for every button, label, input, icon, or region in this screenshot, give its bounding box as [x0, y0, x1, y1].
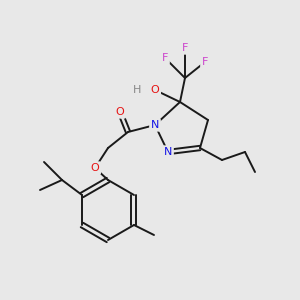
Text: F: F	[162, 53, 168, 63]
Text: F: F	[182, 43, 188, 53]
Text: O: O	[91, 163, 99, 173]
Text: N: N	[164, 147, 172, 157]
Text: O: O	[116, 107, 124, 117]
Text: O: O	[151, 85, 159, 95]
Text: N: N	[151, 120, 159, 130]
Text: F: F	[202, 57, 208, 67]
Text: H: H	[133, 85, 141, 95]
